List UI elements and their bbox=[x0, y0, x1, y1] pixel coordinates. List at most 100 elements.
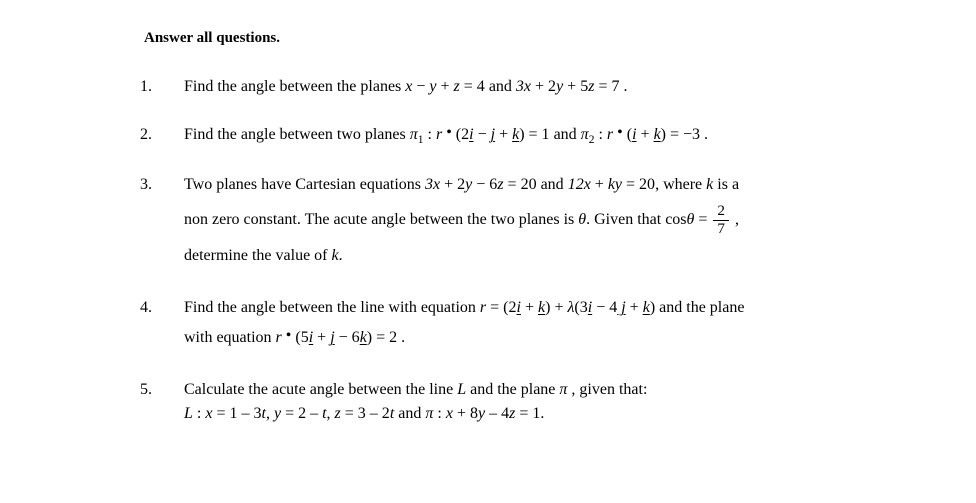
text: with equation bbox=[184, 329, 276, 346]
paren: ) = −3 bbox=[661, 126, 700, 143]
paren: ) = 2 bbox=[367, 329, 397, 346]
unit-j: j bbox=[617, 299, 625, 316]
text: . bbox=[540, 405, 544, 422]
question-body: Find the angle between the line with equ… bbox=[184, 296, 856, 350]
term: 3x bbox=[516, 78, 531, 95]
colon: : bbox=[433, 405, 445, 422]
op: − 6 bbox=[472, 176, 497, 193]
text: and the plane bbox=[655, 299, 744, 316]
line-eq: r = (2i + k) + λ(3i − 4 j + k) bbox=[480, 299, 655, 316]
op: + 2 bbox=[531, 78, 556, 95]
eq: = 20 bbox=[622, 176, 655, 193]
text: determine the value of bbox=[184, 247, 332, 264]
text: and bbox=[485, 78, 516, 95]
paren: (3 bbox=[574, 299, 587, 316]
plane-1: π1 : r • (2i − j + k) = 1 bbox=[410, 126, 550, 143]
colon: : bbox=[424, 126, 436, 143]
term: 12x bbox=[568, 176, 591, 193]
header-fragment: Answer all questions. bbox=[140, 30, 856, 47]
question-body: Find the angle between two planes π1 : r… bbox=[184, 123, 856, 149]
line-1: Find the angle between the line with equ… bbox=[184, 296, 856, 320]
question-4: 4. Find the angle between the line with … bbox=[140, 296, 856, 350]
text: , bbox=[731, 211, 739, 228]
theta: θ bbox=[578, 211, 586, 228]
text: . bbox=[397, 329, 405, 346]
equation-2: 3x + 2y + 5z = 7 bbox=[516, 78, 620, 95]
op: + bbox=[591, 176, 608, 193]
op: + bbox=[626, 299, 643, 316]
op: + 5 bbox=[563, 78, 588, 95]
dot-icon: • bbox=[442, 124, 456, 141]
text: . Given that bbox=[586, 211, 665, 228]
term: ky bbox=[608, 176, 622, 193]
op: – 4 bbox=[485, 405, 509, 422]
text: Two planes have Cartesian equations bbox=[184, 176, 425, 193]
pi: π bbox=[581, 126, 589, 143]
comma: , bbox=[327, 405, 335, 422]
unit-k: k bbox=[643, 299, 650, 316]
text: non zero constant. The acute angle betwe… bbox=[184, 211, 578, 228]
op: + bbox=[313, 329, 330, 346]
op: + bbox=[521, 299, 538, 316]
eq: = 2 – bbox=[281, 405, 322, 422]
text: and bbox=[537, 176, 568, 193]
question-1: 1. Find the angle between the planes x −… bbox=[140, 75, 856, 99]
parametric: x = 1 – 3t, y = 2 – t, z = 3 – 2t bbox=[205, 405, 394, 422]
paren: = (2 bbox=[486, 299, 516, 316]
text: Calculate the acute angle between the li… bbox=[184, 381, 457, 398]
plane-2: π2 : r • (i + k) = −3 bbox=[581, 126, 700, 143]
line-3: determine the value of k. bbox=[184, 244, 856, 268]
colon: : bbox=[594, 126, 606, 143]
plane-eq: r • (5i + j − 6k) = 2 bbox=[276, 327, 398, 346]
text: . bbox=[700, 126, 708, 143]
text: . bbox=[339, 247, 343, 264]
text: . bbox=[619, 78, 627, 95]
pi: π bbox=[410, 126, 418, 143]
question-number: 4. bbox=[140, 296, 184, 350]
op: + bbox=[495, 126, 512, 143]
op: + bbox=[637, 126, 654, 143]
text: Find the angle between the line with equ… bbox=[184, 299, 480, 316]
math-worksheet: Answer all questions. 1. Find the angle … bbox=[0, 0, 976, 474]
question-number: 1. bbox=[140, 75, 184, 99]
var-y: y bbox=[429, 78, 436, 95]
op: + 8 bbox=[453, 405, 478, 422]
line-2: non zero constant. The acute angle betwe… bbox=[184, 203, 856, 237]
denominator: 7 bbox=[713, 221, 729, 238]
text: and the plane bbox=[466, 381, 559, 398]
question-number: 3. bbox=[140, 173, 184, 267]
var-y: y bbox=[274, 405, 281, 422]
text: Find the angle between two planes bbox=[184, 126, 410, 143]
paren: ) + bbox=[545, 299, 567, 316]
dot-icon: • bbox=[613, 124, 627, 141]
numerator: 2 bbox=[713, 203, 729, 221]
eq: = 1 bbox=[515, 405, 540, 422]
question-number: 5. bbox=[140, 378, 184, 426]
paren: (5 bbox=[295, 329, 308, 346]
op: + bbox=[437, 78, 454, 95]
line-2: L : x = 1 – 3t, y = 2 – t, z = 3 – 2t an… bbox=[184, 402, 856, 426]
equation-1: 3x + 2y − 6z = 20 bbox=[425, 176, 537, 193]
op: − 4 bbox=[592, 299, 617, 316]
question-body: Find the angle between the planes x − y … bbox=[184, 75, 856, 99]
var-k: k bbox=[332, 247, 339, 264]
eq: = bbox=[694, 211, 711, 228]
plane-eq: π : x + 8y – 4z = 1 bbox=[425, 405, 540, 422]
dot-icon: • bbox=[282, 327, 296, 344]
paren: (2 bbox=[456, 126, 469, 143]
line-2: with equation r • (5i + j − 6k) = 2 . bbox=[184, 326, 856, 350]
cos-expr: cosθ = 27 bbox=[665, 211, 731, 228]
op: − 6 bbox=[335, 329, 360, 346]
paren: ) = 1 bbox=[519, 126, 549, 143]
eq: = 3 – 2 bbox=[341, 405, 390, 422]
var-L: L bbox=[184, 405, 193, 422]
text: and bbox=[394, 405, 425, 422]
fraction: 27 bbox=[713, 203, 729, 237]
text: is a bbox=[713, 176, 739, 193]
question-2: 2. Find the angle between two planes π1 … bbox=[140, 123, 856, 149]
colon: : bbox=[193, 405, 205, 422]
text: Find the angle between the planes bbox=[184, 78, 405, 95]
text: , given that: bbox=[567, 381, 647, 398]
cos: cos bbox=[665, 211, 686, 228]
var-r: r bbox=[276, 329, 282, 346]
